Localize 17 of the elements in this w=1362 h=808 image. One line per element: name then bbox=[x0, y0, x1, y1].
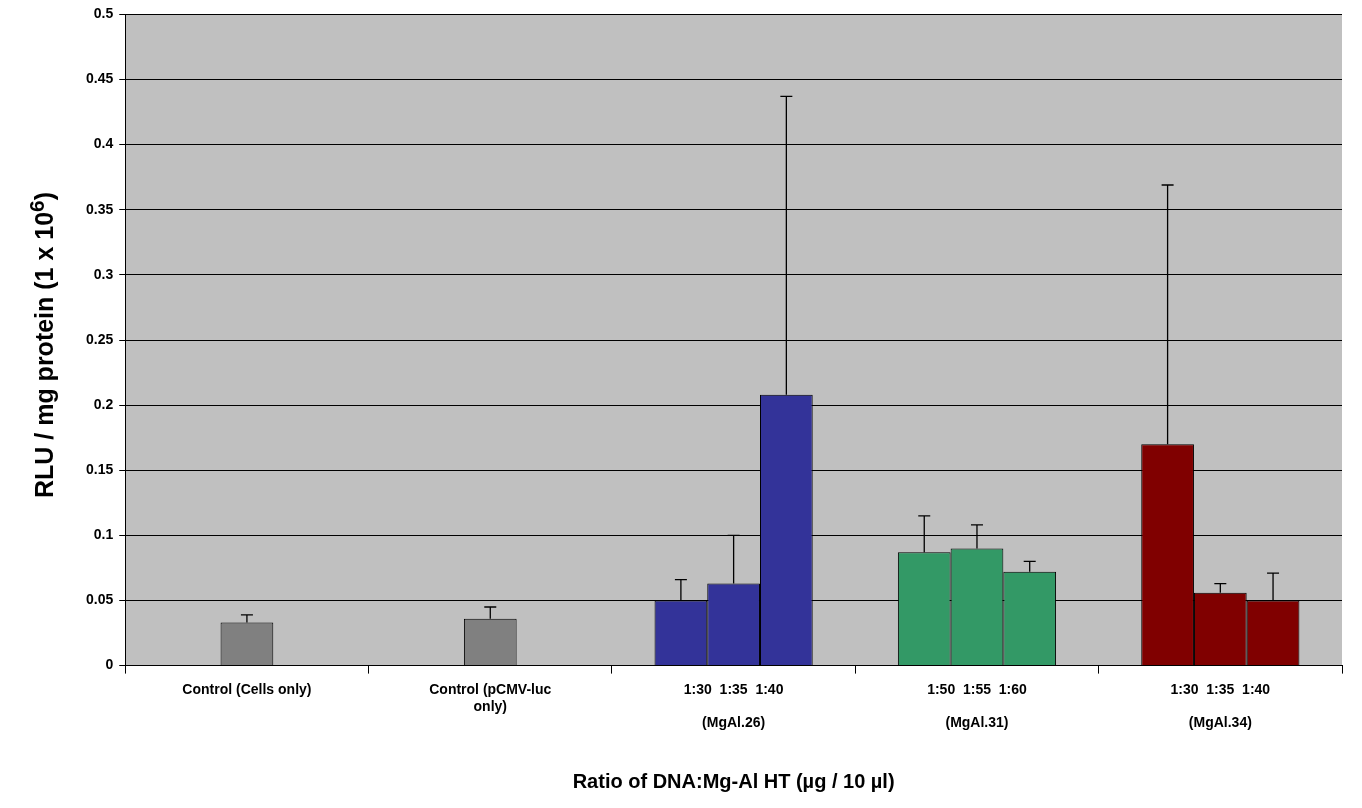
y-tick-label: 0.25 bbox=[86, 330, 114, 347]
y-tick-label: 0.3 bbox=[93, 265, 114, 282]
y-tick-label: 0.35 bbox=[86, 200, 114, 217]
y-tick-label: 0.2 bbox=[93, 395, 114, 412]
y-tick-label: 0.15 bbox=[86, 461, 114, 478]
y-tick-label: 0.1 bbox=[93, 526, 114, 543]
x-tick-label: Control (pCMV-luc only) bbox=[429, 680, 552, 714]
category-label: 1:30 1:35 1:40 (MgAl.34) bbox=[1170, 680, 1271, 731]
y-tick-label: 0.05 bbox=[86, 591, 114, 608]
y-tick-label: 0.4 bbox=[93, 135, 114, 152]
category-label: 1:30 1:35 1:40 (MgAl.26) bbox=[683, 680, 784, 731]
x-tick-label: Control (Cells only) bbox=[182, 680, 312, 697]
y-tick-label: 0.45 bbox=[86, 70, 114, 87]
category-label: 1:50 1:55 1:60 (MgAl.31) bbox=[927, 680, 1027, 731]
y-tick-label: 0.5 bbox=[93, 5, 114, 22]
y-tick-label: 0 bbox=[105, 656, 114, 673]
x-axis-title: Ratio of DNA:Mg-Al HT (µg / 10 µl) bbox=[572, 769, 895, 792]
